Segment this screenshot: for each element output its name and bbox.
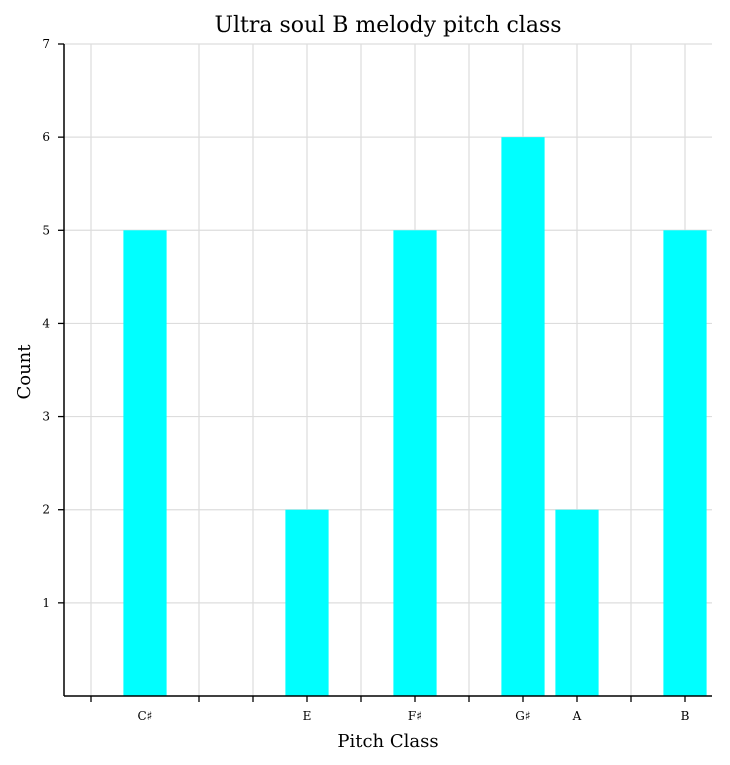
ticks: 1 2 3 4 5 6 7 C♯ E F♯ G♯ A B <box>42 37 689 723</box>
y-tick-label: 1 <box>42 596 50 610</box>
y-tick-label: 5 <box>42 223 50 237</box>
x-tick-label: C♯ <box>138 709 153 723</box>
bar <box>285 509 329 696</box>
axes <box>63 44 712 697</box>
x-tick-label: F♯ <box>408 709 422 723</box>
bar <box>663 230 707 697</box>
bars <box>123 137 707 697</box>
y-tick-label: 2 <box>42 503 50 517</box>
y-tick-label: 3 <box>42 410 50 424</box>
x-axis-label: Pitch Class <box>337 731 438 752</box>
chart-title: Ultra soul B melody pitch class <box>214 13 561 38</box>
y-tick-label: 4 <box>42 316 50 330</box>
y-tick-label: 6 <box>42 130 50 144</box>
y-tick-label: 7 <box>42 37 50 51</box>
x-tick-label: E <box>303 709 312 723</box>
x-tick-label: B <box>681 709 690 723</box>
bar <box>393 230 437 697</box>
bar <box>555 509 599 696</box>
x-tick-label: G♯ <box>515 709 530 723</box>
x-tick-label: A <box>572 709 582 723</box>
bar <box>123 230 167 697</box>
y-axis-label: Count <box>14 344 35 400</box>
bar <box>501 137 545 697</box>
